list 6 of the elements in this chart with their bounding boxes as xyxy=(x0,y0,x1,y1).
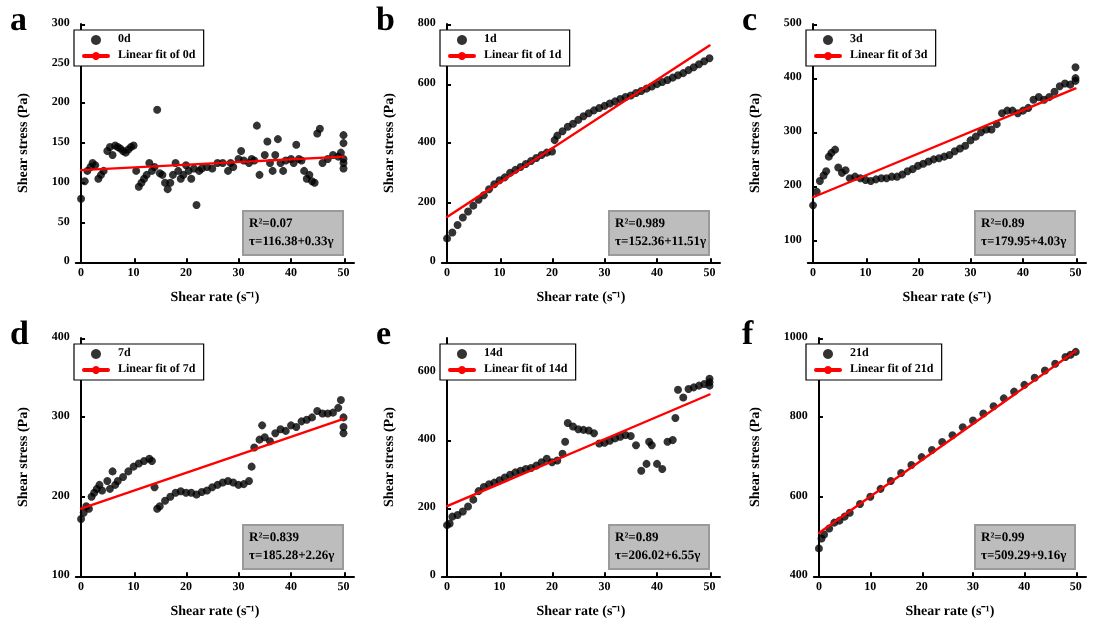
chart-title: d xyxy=(10,314,30,352)
chart-title: b xyxy=(376,0,395,38)
chart-title: c xyxy=(742,0,758,38)
chart-title: e xyxy=(376,314,392,352)
chart-title: a xyxy=(10,0,28,38)
chart-title: f xyxy=(742,314,754,352)
